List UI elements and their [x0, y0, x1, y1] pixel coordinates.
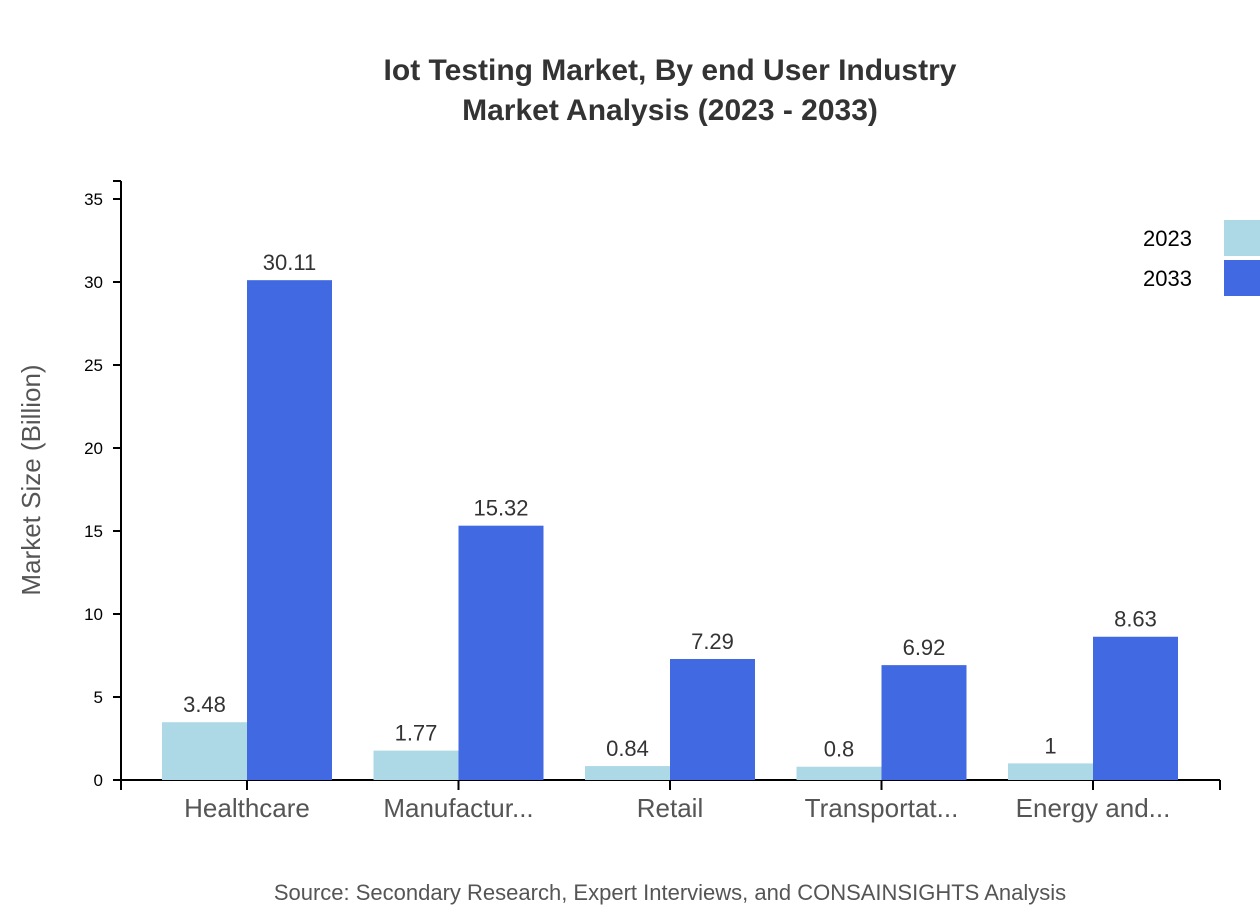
bar-2033[interactable] [247, 280, 332, 780]
data-label: 30.11 [263, 250, 316, 275]
data-label: 0.8 [824, 737, 855, 762]
y-tick-label: 30 [84, 273, 103, 292]
y-tick-label: 25 [84, 356, 103, 375]
bar-2033[interactable] [881, 665, 967, 780]
x-tick-label: Retail [637, 793, 703, 823]
bar-2023[interactable] [796, 766, 882, 780]
bar-2033[interactable] [1093, 636, 1178, 780]
data-label: 7.29 [691, 629, 734, 654]
y-axis-label: Market Size (Billion) [16, 364, 46, 595]
x-tick-label: Manufactur... [383, 793, 533, 823]
legend-label: 2023 [1143, 226, 1192, 251]
bar-2023[interactable] [585, 766, 670, 780]
bar-2023[interactable] [162, 722, 247, 780]
x-tick-label: Energy and... [1016, 793, 1171, 823]
y-tick-label: 0 [94, 771, 103, 790]
data-label: 1.77 [395, 721, 438, 746]
x-tick-label: Transportat... [805, 793, 959, 823]
data-label: 1 [1044, 733, 1056, 758]
data-label: 3.48 [183, 692, 226, 717]
legend-label: 2033 [1143, 266, 1192, 291]
y-tick-label: 15 [84, 522, 103, 541]
y-tick-label: 35 [84, 190, 103, 209]
bar-2033[interactable] [670, 658, 755, 780]
bar-2023[interactable] [373, 750, 459, 780]
data-label: 6.92 [903, 635, 946, 660]
x-tick-label: Healthcare [184, 793, 310, 823]
data-label: 8.63 [1114, 607, 1157, 632]
chart-title-line-2: Market Analysis (2023 - 2033) [462, 94, 878, 127]
legend-swatch [1224, 220, 1260, 256]
bar-2033[interactable] [458, 525, 544, 780]
bar-2023[interactable] [1008, 763, 1093, 780]
y-tick-label: 20 [84, 439, 103, 458]
data-label: 15.32 [473, 496, 528, 521]
y-tick-label: 5 [94, 688, 103, 707]
chart-title-line-1: Iot Testing Market, By end User Industry [384, 54, 957, 87]
source-note: Source: Secondary Research, Expert Inter… [274, 880, 1066, 905]
legend-swatch [1224, 260, 1260, 296]
data-label: 0.84 [606, 736, 649, 761]
y-tick-label: 10 [84, 605, 103, 624]
